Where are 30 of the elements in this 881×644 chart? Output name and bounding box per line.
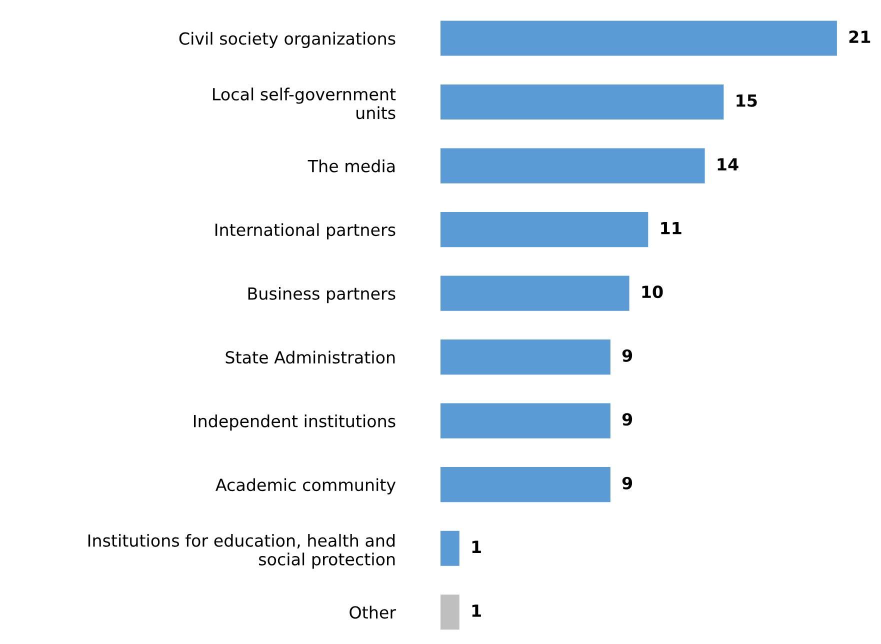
bar bbox=[440, 20, 837, 56]
bar bbox=[440, 403, 610, 438]
y-tick-label: Business partners bbox=[248, 286, 396, 304]
bar bbox=[440, 467, 610, 502]
data-label: 1 bbox=[472, 540, 481, 553]
y-tick-label: Academic community bbox=[216, 478, 396, 494]
y-tick-label: Independent institutions bbox=[194, 414, 396, 431]
bar bbox=[440, 530, 460, 566]
data-label: 9 bbox=[622, 413, 632, 426]
data-label: 10 bbox=[642, 286, 663, 298]
data-label: 1 bbox=[472, 604, 481, 617]
data-label: 9 bbox=[622, 349, 632, 362]
data-label: 11 bbox=[661, 222, 682, 234]
data-label: 14 bbox=[718, 158, 738, 170]
data-label: 9 bbox=[622, 476, 632, 490]
y-tick-label: International partners bbox=[215, 223, 396, 240]
bar bbox=[440, 84, 724, 120]
data-label: 15 bbox=[736, 94, 757, 107]
y-tick-label: Other bbox=[350, 606, 396, 619]
bar bbox=[440, 340, 610, 375]
y-tick-label: Institutions for education, health and social protection bbox=[88, 534, 395, 569]
y-tick-label: State Administration bbox=[226, 350, 395, 364]
bar bbox=[440, 276, 630, 311]
bar bbox=[440, 148, 705, 184]
y-tick-label: The media bbox=[308, 159, 395, 172]
data-label: 21 bbox=[849, 30, 870, 43]
y-tick-label: Local self-government units bbox=[213, 88, 396, 120]
bar bbox=[440, 212, 648, 248]
y-tick-label: Civil society organizations bbox=[179, 32, 396, 48]
bar bbox=[440, 594, 460, 630]
